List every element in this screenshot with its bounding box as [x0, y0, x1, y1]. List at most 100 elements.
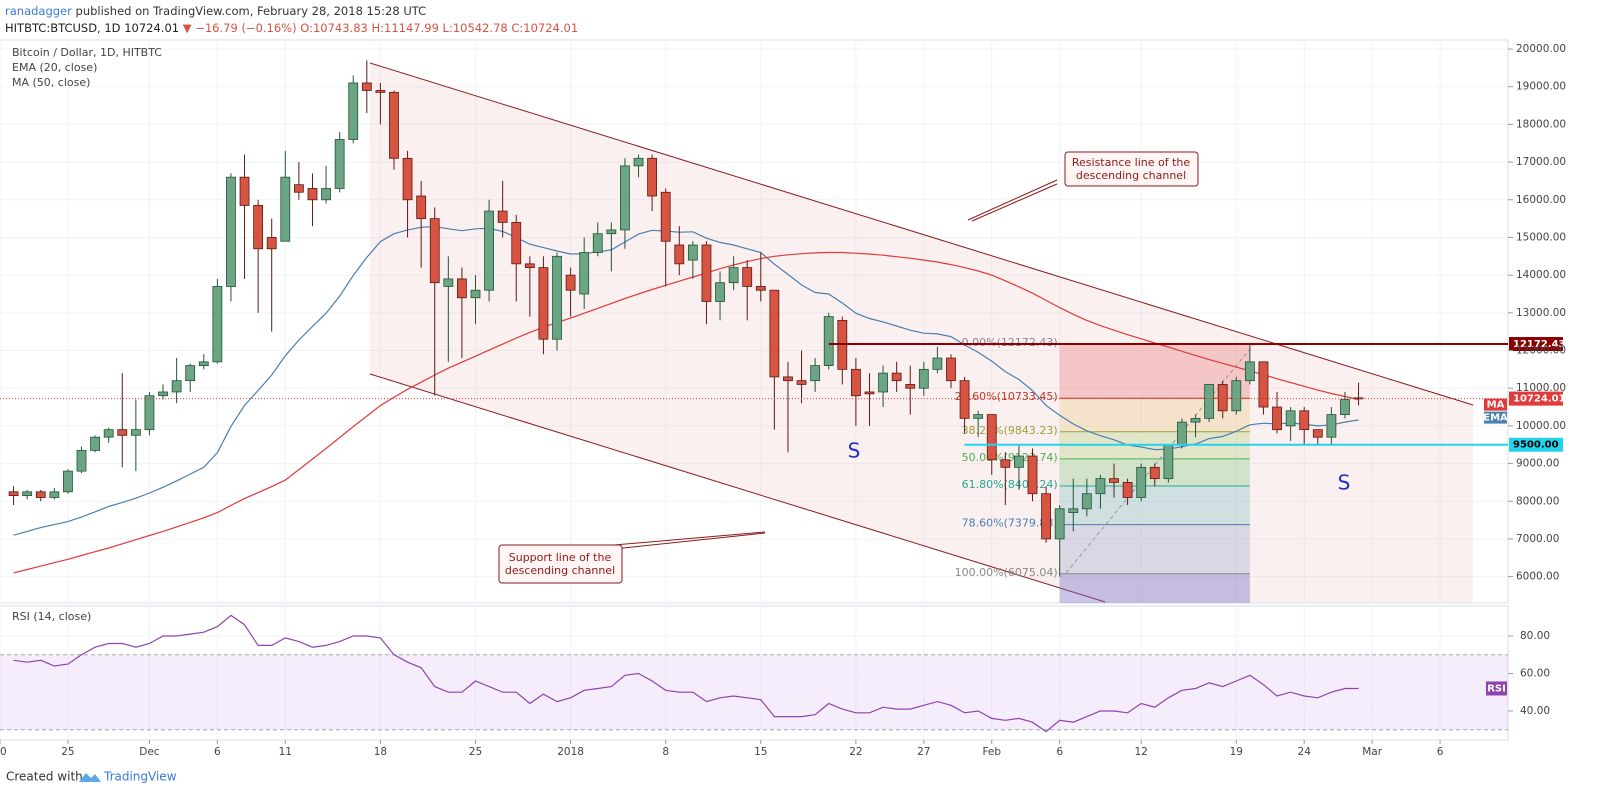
y-tick-label: 9000.00	[1516, 458, 1559, 470]
candle-body	[579, 252, 590, 295]
candle-body	[1231, 380, 1242, 412]
candle-body	[1027, 455, 1038, 495]
price-tag	[1509, 391, 1563, 406]
header-line: HITBTC:BTCUSD, 1D 10724.01 ▼ −16.79 (−0.…	[5, 20, 578, 37]
candle-body	[293, 184, 304, 193]
y-tick-label: 8000.00	[1516, 495, 1559, 507]
fib-zone	[1059, 573, 1250, 603]
y-tick-label: 20000.00	[1516, 43, 1566, 55]
candle-body	[1054, 508, 1065, 540]
candle-body	[361, 82, 372, 91]
candle-body	[1340, 399, 1350, 415]
candle-body	[1095, 478, 1106, 495]
footer-brand[interactable]: TradingView	[103, 770, 177, 784]
candle-body	[117, 429, 128, 436]
candle-body	[878, 372, 888, 393]
line-tag	[1484, 411, 1507, 424]
candle-body	[63, 470, 73, 493]
y-tick-label: 14000.00	[1516, 269, 1566, 281]
x-tick-label: 18	[374, 746, 387, 758]
candle-body	[8, 491, 19, 497]
candle-body	[660, 191, 671, 242]
candle-body	[1068, 508, 1079, 513]
x-tick-label: 24	[1298, 746, 1312, 758]
x-tick-label: Feb	[982, 746, 1001, 758]
price-tag	[1509, 437, 1563, 452]
x-tick-label: 11	[279, 746, 292, 758]
overlays: 12172.43 9500.00 10724.01 MA EMA	[0, 337, 1566, 452]
candle-body	[497, 210, 508, 223]
candle-body	[538, 267, 549, 340]
annotation-box	[498, 544, 623, 584]
rsi-band	[0, 654, 1508, 730]
x-tick-label: 12	[1135, 746, 1148, 758]
candle-body	[1177, 421, 1187, 446]
candle-body	[321, 188, 331, 201]
x-tick-label: 22	[849, 746, 862, 758]
fib-label: 23.60%(10733.45)	[955, 390, 1058, 403]
fib-label: 61.80%(8404.24)	[962, 478, 1058, 491]
candle-body	[810, 365, 821, 382]
last: 10724.01	[124, 21, 180, 35]
x-tick-label: 20	[0, 746, 7, 758]
y-tick-label: 6000.00	[1516, 571, 1559, 583]
candle-body	[959, 380, 970, 419]
x-tick-label: Dec	[139, 746, 160, 758]
x-tick-label: 25	[61, 746, 74, 758]
candle-body	[429, 218, 440, 284]
candle-body	[823, 316, 834, 366]
fib-trend-line	[1065, 342, 1256, 574]
candle-body	[484, 210, 494, 291]
annotation-arrow	[971, 183, 1058, 222]
candle-body	[701, 244, 712, 302]
y-tick-label: 40.00	[1520, 705, 1550, 717]
author[interactable]: ranadagger	[5, 4, 72, 18]
candle-body	[348, 82, 359, 140]
candle-body	[565, 274, 576, 291]
candle-body	[266, 237, 277, 250]
x-tick-label: 6	[214, 746, 221, 758]
candle-body	[524, 263, 535, 269]
y-tick-label: 19000.00	[1516, 81, 1566, 93]
candle-body	[1000, 459, 1011, 468]
candle-body	[918, 368, 929, 389]
candle-body	[1014, 455, 1024, 468]
candle-body	[49, 491, 60, 498]
candle-body	[443, 278, 454, 287]
price-tag-label: 9500.00	[1513, 440, 1559, 451]
candle-body	[1353, 397, 1364, 400]
y-tick-label: 7000.00	[1516, 533, 1559, 545]
candle-body	[76, 449, 87, 472]
candle-body	[620, 165, 630, 231]
candle-body	[864, 391, 875, 395]
price-tag-label: 10724.01	[1513, 394, 1566, 405]
annotation-arrow	[967, 179, 1058, 221]
annotation-text: descending channel	[1076, 169, 1186, 182]
candle-body	[1217, 384, 1228, 412]
candle-body	[606, 229, 617, 235]
fib-zone	[1059, 524, 1250, 574]
support-line	[369, 373, 1106, 603]
candle-body	[280, 176, 291, 242]
symbol: HITBTC:BTCUSD, 1D	[5, 21, 121, 35]
annotation-text: Support line of the	[509, 551, 612, 564]
candle-body	[185, 365, 196, 382]
candle-body	[552, 255, 562, 340]
candle-body	[755, 286, 766, 291]
candle-body	[457, 278, 467, 299]
x-tick-label: 19	[1230, 746, 1243, 758]
candle-body	[375, 90, 386, 93]
candle-body	[402, 157, 413, 201]
indicator-line	[13, 251, 1359, 574]
candle-body	[647, 157, 658, 197]
candle-body	[416, 195, 427, 220]
candle-body	[986, 414, 997, 461]
candle-body	[253, 205, 264, 250]
x-tick-label: 15	[754, 746, 767, 758]
y-tick-label: 12000.00	[1516, 345, 1566, 357]
candle-body	[511, 221, 522, 265]
candles	[8, 60, 1364, 577]
candle-body	[783, 376, 793, 382]
candle-body	[171, 380, 182, 393]
candle-body	[90, 436, 100, 451]
